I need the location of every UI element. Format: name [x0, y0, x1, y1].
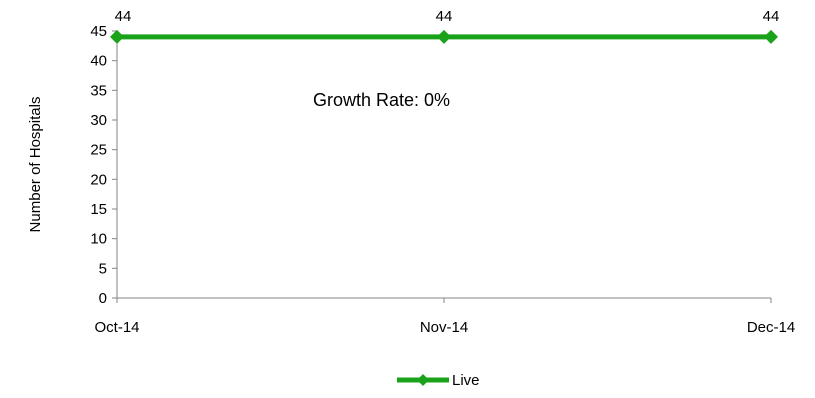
- y-tick-label: 45: [90, 23, 107, 40]
- y-tick-label: 15: [90, 201, 107, 218]
- y-tick-label: 20: [90, 171, 107, 188]
- data-point: [110, 29, 124, 44]
- y-tick-label: 5: [99, 260, 107, 277]
- data-label: 44: [763, 8, 780, 25]
- data-point: [764, 29, 778, 44]
- y-axis-label: Number of Hospitals: [27, 97, 44, 233]
- x-ticks: Oct-14 Nov-14 Dec-14: [94, 298, 795, 336]
- axes: [116, 31, 771, 299]
- x-tick-label: Nov-14: [420, 319, 468, 336]
- growth-rate-annotation: Growth Rate: 0%: [313, 90, 450, 110]
- legend-label-live: Live: [452, 372, 480, 389]
- data-label: 44: [115, 8, 132, 25]
- y-tick-label: 25: [90, 142, 107, 159]
- y-tick-label: 0: [99, 290, 107, 307]
- legend: Live: [397, 372, 480, 389]
- series-group: 44 44 44: [110, 8, 779, 44]
- legend-marker-live: [417, 374, 429, 386]
- y-ticks: 0 5 10 15 20 25 30 35 40 45: [90, 23, 117, 307]
- x-tick-label: Dec-14: [747, 319, 795, 336]
- data-point: [437, 29, 451, 44]
- y-tick-label: 30: [90, 112, 107, 129]
- data-label: 44: [436, 8, 453, 25]
- y-tick-label: 35: [90, 82, 107, 99]
- x-tick-label: Oct-14: [94, 319, 139, 336]
- y-tick-label: 10: [90, 231, 107, 248]
- y-tick-label: 40: [90, 53, 107, 70]
